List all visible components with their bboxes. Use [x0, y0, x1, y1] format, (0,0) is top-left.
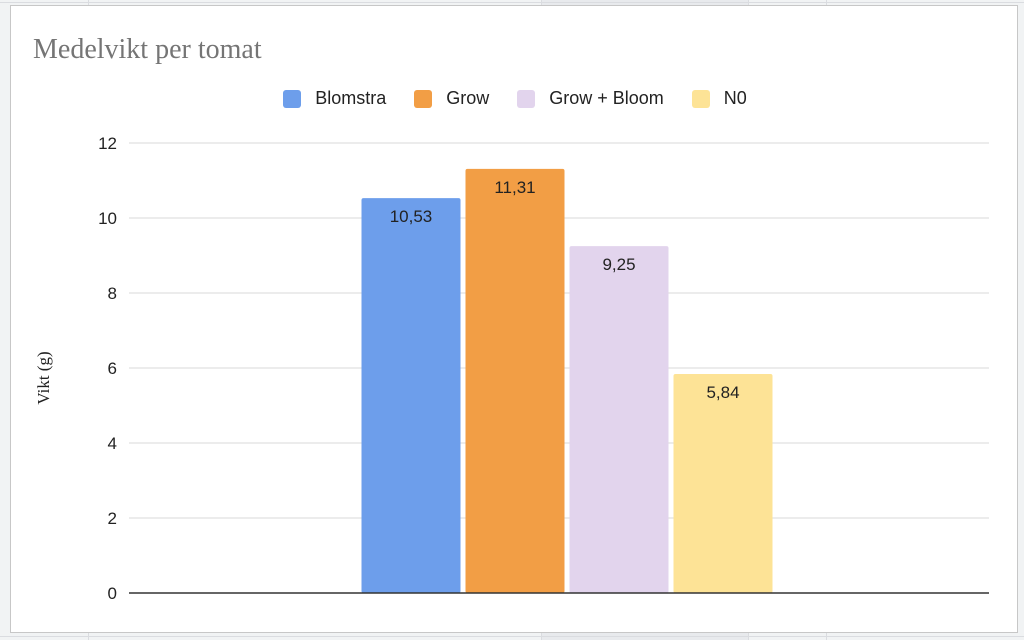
sheet-gridline [0, 2, 1024, 3]
chart-legend: Blomstra Grow Grow + Bloom N0 [11, 88, 1019, 109]
legend-swatch [283, 89, 302, 108]
legend-item-grow-bloom[interactable]: Grow + Bloom [517, 88, 664, 109]
bar-n0 [673, 374, 773, 593]
y-tick-label: 10 [98, 209, 117, 228]
bar-grow [465, 168, 565, 593]
legend-swatch [691, 89, 710, 108]
chart-plot-area: 0 2 4 6 8 10 12 Vikt (g) 10,53 11,31 9,25 5,84 [34, 134, 989, 603]
chart-card[interactable]: Medelvikt per tomat Blomstra Grow Grow +… [10, 5, 1018, 633]
data-label: 10,53 [390, 207, 433, 226]
chart-title: Medelvikt per tomat [33, 34, 262, 65]
legend-swatch [414, 89, 433, 108]
sheet-gridline [0, 636, 1024, 637]
legend-swatch [517, 89, 536, 108]
y-tick-label: 6 [108, 359, 117, 378]
bar-blomstra [361, 198, 461, 593]
legend-label: Blomstra [315, 88, 387, 108]
legend-label: Grow + Bloom [549, 88, 664, 108]
legend-label: N0 [723, 88, 747, 108]
legend-item-grow[interactable]: Grow [414, 88, 489, 109]
legend-item-n0[interactable]: N0 [691, 88, 747, 109]
y-tick-label: 4 [108, 434, 117, 453]
data-label: 11,31 [494, 178, 535, 197]
data-label: 5,84 [706, 383, 739, 402]
legend-label: Grow [446, 88, 490, 108]
y-tick-label: 8 [108, 284, 117, 303]
data-label: 9,25 [602, 255, 635, 274]
y-axis-title: Vikt (g) [34, 351, 53, 404]
legend-item-blomstra[interactable]: Blomstra [283, 88, 386, 109]
bar-grow-bloom [569, 246, 669, 593]
y-tick-label: 2 [108, 509, 117, 528]
y-tick-label: 0 [108, 584, 117, 603]
y-tick-label: 12 [98, 134, 117, 153]
